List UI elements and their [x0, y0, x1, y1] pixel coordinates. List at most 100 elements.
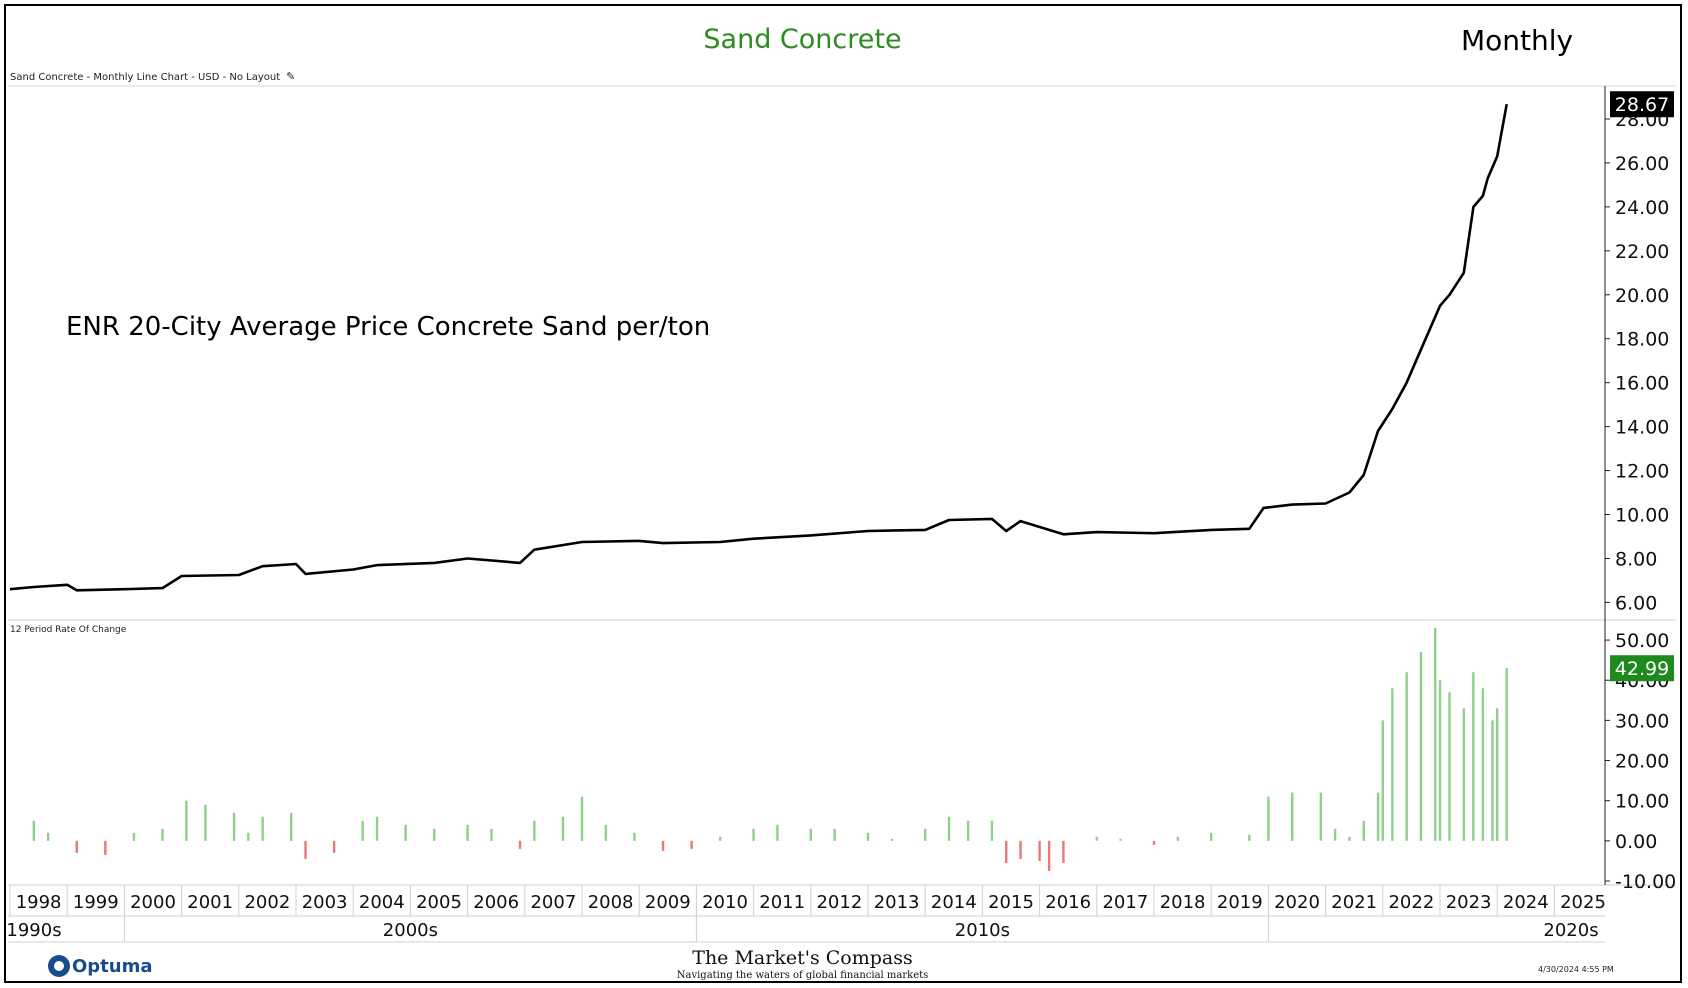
- roc-bar: [1472, 672, 1475, 841]
- footer-brand: The Market's Compass Navigating the wate…: [0, 947, 1605, 981]
- roc-y-tick-label: 50.00: [1615, 630, 1669, 652]
- year-label: 2006: [473, 892, 519, 913]
- roc-bar: [966, 820, 970, 841]
- roc-y-tick-label: 30.00: [1615, 710, 1669, 732]
- roc-bar: [1491, 720, 1494, 841]
- year-label: 1998: [16, 892, 62, 913]
- roc-bar: [290, 812, 293, 841]
- pencil-icon[interactable]: ✎: [286, 70, 296, 83]
- sub-pane-label: 12 Period Rate Of Change: [10, 625, 127, 635]
- roc-bar: [1462, 708, 1466, 841]
- roc-bar: [104, 840, 107, 855]
- roc-y-tick-label: 0.00: [1615, 831, 1657, 853]
- optuma-logo-icon: [48, 955, 70, 977]
- year-label: 2008: [588, 892, 634, 913]
- year-label: 2020: [1274, 892, 1320, 913]
- roc-bar: [466, 824, 469, 841]
- roc-bar: [1362, 820, 1365, 841]
- roc-bar: [1152, 840, 1156, 845]
- roc-bar: [1248, 834, 1251, 841]
- roc-bar: [1419, 652, 1423, 841]
- year-label: 2004: [359, 892, 405, 913]
- roc-bar: [132, 832, 136, 841]
- roc-bar: [833, 828, 836, 841]
- price-y-tick-label: 14.00: [1615, 417, 1669, 439]
- roc-bar: [1038, 840, 1041, 861]
- roc-bar: [1496, 708, 1499, 841]
- roc-y-tick-label: -10.00: [1615, 871, 1676, 893]
- year-label: 2002: [244, 892, 290, 913]
- year-label: 2014: [931, 892, 977, 913]
- roc-bar: [332, 840, 336, 853]
- chart-frame: [4, 4, 1682, 983]
- price-y-tick-label: 18.00: [1615, 329, 1669, 351]
- roc-bar: [1381, 720, 1384, 841]
- year-label: 2013: [874, 892, 920, 913]
- main-pane-label: Sand Concrete - Monthly Line Chart - USD…: [10, 70, 295, 83]
- year-label: 2012: [816, 892, 862, 913]
- roc-bar: [890, 838, 894, 841]
- roc-bar: [32, 820, 36, 841]
- price-y-tick-label: 22.00: [1615, 241, 1669, 263]
- decade-label: 1990s: [6, 920, 61, 941]
- roc-y-tick-label: 10.00: [1615, 791, 1669, 813]
- roc-bar: [247, 832, 250, 841]
- year-label: 2025: [1560, 892, 1606, 913]
- roc-last-value-label: 42.99: [1615, 658, 1669, 680]
- roc-bar: [433, 828, 436, 841]
- roc-bar: [361, 820, 364, 841]
- year-label: 2003: [302, 892, 348, 913]
- optuma-logo: Optuma: [48, 955, 153, 977]
- price-y-tick-label: 8.00: [1615, 548, 1657, 570]
- roc-bar: [633, 832, 636, 841]
- year-label: 2018: [1160, 892, 1206, 913]
- roc-bar: [518, 840, 522, 849]
- footer-timestamp: 4/30/2024 4:55 PM: [1538, 965, 1614, 974]
- roc-bar: [261, 816, 264, 841]
- roc-bar: [1391, 688, 1394, 841]
- roc-bar: [161, 828, 164, 841]
- roc-bar: [924, 828, 927, 841]
- year-label: 2024: [1503, 892, 1549, 913]
- roc-bar: [719, 836, 722, 841]
- year-label: 2019: [1217, 892, 1263, 913]
- roc-bar: [404, 824, 407, 841]
- decade-label: 2010s: [955, 920, 1010, 941]
- main-pane-label-text: Sand Concrete - Monthly Line Chart - USD…: [10, 72, 281, 83]
- year-label: 2023: [1446, 892, 1492, 913]
- year-label: 2015: [988, 892, 1034, 913]
- roc-bar: [75, 840, 78, 853]
- roc-bar: [690, 840, 693, 849]
- roc-bar: [1333, 828, 1337, 841]
- price-y-tick-label: 6.00: [1615, 592, 1657, 614]
- price-line: [9, 103, 1508, 592]
- roc-bar: [1062, 840, 1065, 863]
- year-label: 2016: [1045, 892, 1091, 913]
- year-label: 1999: [73, 892, 119, 913]
- roc-bar: [1005, 840, 1008, 863]
- price-last-value-badge: [1610, 91, 1674, 118]
- roc-bar: [752, 828, 755, 841]
- optuma-logo-text: Optuma: [72, 955, 153, 977]
- roc-bar: [533, 820, 536, 841]
- roc-bar: [866, 832, 870, 841]
- roc-bar: [1267, 796, 1270, 841]
- year-label: 2007: [530, 892, 576, 913]
- year-label: 2011: [759, 892, 805, 913]
- roc-bar: [232, 812, 236, 841]
- year-label: 2022: [1388, 892, 1434, 913]
- roc-bar: [304, 840, 307, 859]
- roc-bar: [561, 816, 565, 841]
- year-label: 2005: [416, 892, 462, 913]
- roc-bar: [1095, 836, 1098, 841]
- price-last-value-label: 28.67: [1615, 94, 1669, 116]
- brand-name: The Market's Compass: [692, 947, 913, 969]
- roc-bar: [809, 828, 812, 841]
- year-label: 2017: [1102, 892, 1148, 913]
- price-y-tick-label: 16.00: [1615, 373, 1669, 395]
- roc-bar: [46, 832, 50, 841]
- brand-tagline: Navigating the waters of global financia…: [676, 970, 929, 981]
- roc-bar: [1434, 628, 1437, 841]
- period-label: Monthly: [1461, 24, 1574, 57]
- roc-bar: [1405, 672, 1408, 841]
